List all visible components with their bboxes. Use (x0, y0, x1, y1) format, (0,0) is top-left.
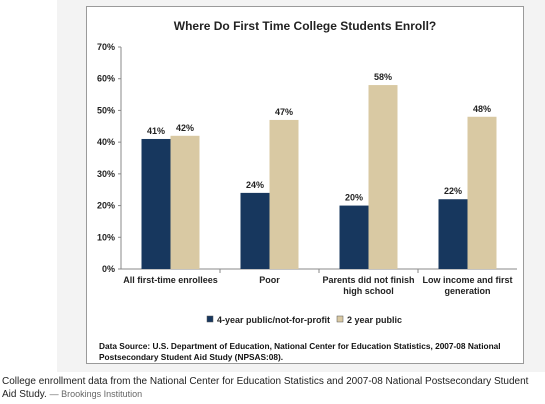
bar (368, 85, 398, 269)
legend-label: 4-year public/not-for-profit (217, 315, 330, 325)
data-label: 48% (473, 104, 491, 114)
y-tick-label: 50% (97, 105, 115, 115)
chart-title: Where Do First Time College Students Enr… (173, 19, 437, 33)
data-label: 20% (345, 193, 363, 203)
data-label: 58% (374, 72, 392, 82)
x-tick-label: Parents did not finish (322, 275, 414, 285)
legend-label: 2 year public (347, 315, 402, 325)
x-tick-label: Poor (259, 275, 280, 285)
bar (240, 192, 270, 269)
data-label: 24% (246, 180, 264, 190)
data-label: 42% (176, 123, 194, 133)
caption-attribution: — Brookings Institution (49, 389, 143, 399)
data-label: 41% (147, 126, 165, 136)
bar (467, 116, 497, 270)
bar (141, 138, 171, 269)
data-label: 47% (275, 107, 293, 117)
bar (170, 135, 200, 269)
chart-panel: Where Do First Time College Students Enr… (86, 6, 524, 364)
image-caption: College enrollment data from the Nationa… (2, 376, 542, 401)
x-tick-label: generation (444, 286, 490, 296)
y-tick-label: 10% (97, 232, 115, 242)
x-tick-label: All first-time enrollees (123, 275, 218, 285)
data-label: 22% (444, 186, 462, 196)
bar-chart: 0% 10% 20% 30% 40% 50% 60% 70% 41% 42% All first-t… (97, 42, 517, 325)
legend-swatch (206, 315, 214, 323)
bar (438, 199, 468, 269)
y-tick-label: 70% (97, 42, 115, 52)
legend-swatch (336, 315, 344, 323)
data-source-note: Data Source: U.S. Department of Educatio… (99, 341, 501, 362)
bar (269, 119, 299, 269)
y-tick-label: 0% (102, 264, 115, 274)
x-tick-label: high school (343, 286, 394, 296)
bar (339, 205, 369, 269)
y-tick-label: 30% (97, 169, 115, 179)
x-tick-label: Low income and first (422, 275, 512, 285)
y-tick-label: 20% (97, 201, 115, 211)
y-tick-label: 40% (97, 137, 115, 147)
y-tick-label: 60% (97, 74, 115, 84)
caption-text: College enrollment data from the Nationa… (2, 376, 529, 400)
